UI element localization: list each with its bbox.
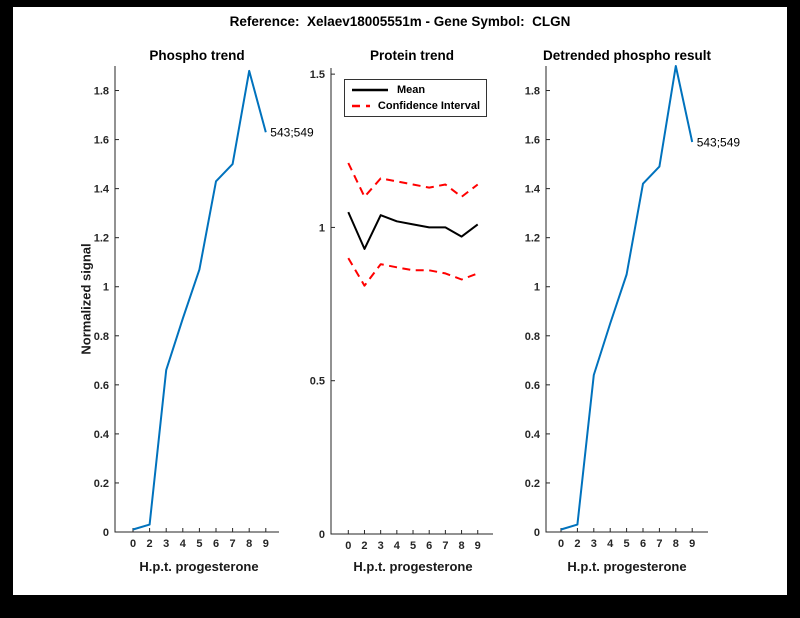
- subplot3-title: Detrended phospho result: [542, 48, 712, 63]
- x-tick-label: 4: [607, 538, 614, 550]
- y-tick-label: 0.4: [94, 429, 110, 441]
- legend-label-mean: Mean: [397, 84, 426, 97]
- y-tick-label: 1: [534, 282, 540, 294]
- y-tick-label: 1.5: [310, 69, 325, 81]
- legend-item-mean: Mean: [351, 84, 480, 96]
- x-tick-label: 8: [673, 538, 679, 550]
- x-tick-label: 3: [163, 538, 169, 550]
- y-tick-label: 1.2: [94, 233, 109, 245]
- x-tick-label: 7: [656, 538, 662, 550]
- x-tick-label: 7: [230, 538, 236, 550]
- y-tick-label: 1.4: [94, 184, 110, 196]
- x-tick-label: 7: [442, 540, 448, 552]
- subplot2-xlabel: H.p.t. progesterone: [353, 559, 473, 574]
- endpoint-annotation: 543;549: [697, 136, 741, 150]
- y-tick-label: 0.4: [525, 429, 541, 441]
- x-tick-label: 5: [196, 538, 202, 550]
- x-tick-label: 0: [130, 538, 136, 550]
- x-tick-label: 6: [213, 538, 219, 550]
- y-tick-label: 0.6: [94, 380, 109, 392]
- y-tick-label: 0: [319, 529, 325, 541]
- subplot1-xlabel: H.p.t. progesterone: [139, 559, 259, 574]
- endpoint-annotation: 543;549: [270, 126, 314, 140]
- subplot3-xlabel: H.p.t. progesterone: [567, 559, 687, 574]
- y-tick-label: 1.8: [525, 86, 540, 98]
- x-tick-label: 0: [345, 540, 351, 552]
- y-tick-label: 0.8: [94, 331, 109, 343]
- y-tick-label: 1: [103, 282, 109, 294]
- legend-label-confidence-interval: Confidence Interval: [377, 99, 480, 112]
- legend-item-confidence-interval: Confidence Interval: [351, 100, 480, 112]
- x-tick-label: 2: [147, 538, 153, 550]
- series-line-mean: [347, 211, 479, 250]
- y-tick-label: 1.8: [94, 86, 109, 98]
- x-tick-label: 2: [361, 540, 367, 552]
- y-tick-label: 0.5: [310, 376, 325, 388]
- legend-box: Mean Confidence Interval: [344, 79, 487, 117]
- y-tick-label: 0.2: [525, 478, 540, 490]
- y-tick-label: 1.2: [525, 233, 540, 245]
- series-line-detrended-phospho-signal: [560, 65, 694, 531]
- subplot3-axes: [545, 66, 708, 533]
- x-tick-label: 4: [394, 540, 401, 552]
- x-tick-label: 0: [558, 538, 564, 550]
- y-tick-label: 0.2: [94, 478, 109, 490]
- x-tick-label: 9: [263, 538, 269, 550]
- x-tick-label: 5: [410, 540, 416, 552]
- mean-line-sample-icon: [352, 89, 388, 92]
- x-tick-label: 9: [475, 540, 481, 552]
- y-tick-label: 0.8: [525, 331, 540, 343]
- x-tick-label: 6: [640, 538, 646, 550]
- x-tick-label: 2: [574, 538, 580, 550]
- y-tick-label: 0: [103, 527, 109, 539]
- y-tick-label: 1.6: [525, 135, 540, 147]
- x-tick-label: 8: [458, 540, 464, 552]
- subplot1-title: Phospho trend: [149, 48, 245, 63]
- series-line-confidence-interval-upper: [347, 162, 479, 198]
- y-tick-label: 1: [319, 222, 325, 234]
- x-tick-label: 5: [624, 538, 630, 550]
- subplot1-axes: [114, 66, 279, 533]
- subplot2-axes: [330, 68, 493, 535]
- x-tick-label: 6: [426, 540, 432, 552]
- subplot2-title: Protein trend: [369, 48, 455, 63]
- confidence-interval-line-sample-icon: [352, 104, 370, 107]
- x-tick-label: 3: [378, 540, 384, 552]
- x-tick-label: 8: [246, 538, 252, 550]
- series-line-confidence-interval-lower: [347, 257, 479, 287]
- y-tick-label: 0.6: [525, 380, 540, 392]
- x-tick-label: 9: [689, 538, 695, 550]
- x-tick-label: 4: [180, 538, 187, 550]
- series-line-phospho-signal: [132, 69, 267, 531]
- y-tick-label: 0: [534, 527, 540, 539]
- y-tick-label: 1.4: [525, 184, 541, 196]
- figure-title: Reference: Xelaev18005551m - Gene Symbol…: [229, 14, 571, 29]
- y-tick-label: 1.6: [94, 135, 109, 147]
- x-tick-label: 3: [591, 538, 597, 550]
